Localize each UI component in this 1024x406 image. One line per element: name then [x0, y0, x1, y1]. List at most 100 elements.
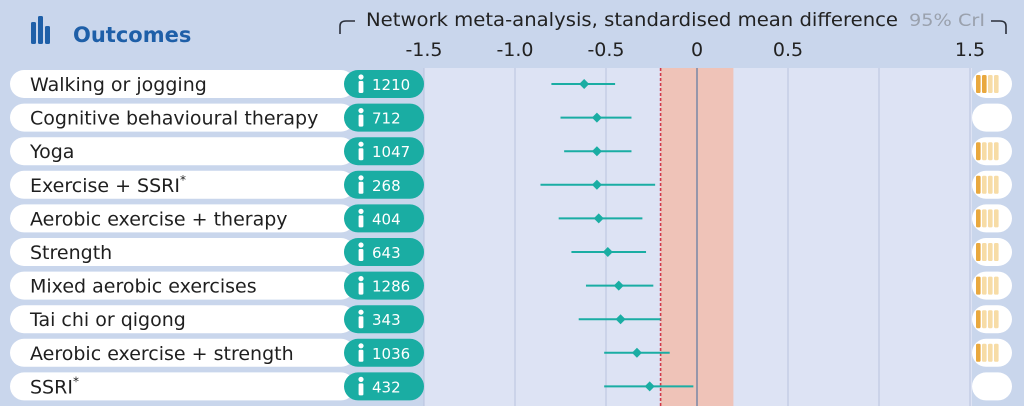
sample-size-badge: [344, 238, 424, 266]
certainty-bar: [982, 276, 987, 295]
sample-size-value: 1047: [372, 143, 410, 161]
person-icon: [358, 343, 364, 362]
certainty-bar: [988, 142, 993, 161]
sample-size-value: 1036: [372, 345, 410, 363]
outcome-row: Yoga 1047: [10, 137, 1012, 166]
x-tick-label: -0.5: [587, 39, 624, 61]
certainty-bar: [982, 75, 987, 93]
outcome-label-pill: [10, 103, 355, 132]
certainty-bar: [988, 75, 993, 93]
certainty-bar: [994, 209, 999, 228]
certainty-bar: [982, 142, 987, 161]
point-estimate-marker: [591, 179, 602, 190]
x-tick-label: -1.0: [496, 39, 533, 61]
certainty-bar: [994, 310, 999, 329]
sample-size-value: 343: [372, 311, 401, 329]
certainty-bars: [976, 310, 999, 329]
person-icon: [358, 276, 364, 295]
outcome-label: Exercise + SSRI*: [30, 173, 186, 197]
sample-size-badge: [344, 271, 424, 300]
outcome-label: Aerobic exercise + strength: [30, 343, 294, 365]
point-estimate-marker: [591, 146, 602, 157]
superscript-marker: *: [180, 173, 186, 187]
grid-lines: [423, 68, 971, 406]
certainty-bar: [988, 175, 993, 194]
outcome-label: Cognitive behavioural therapy: [30, 108, 318, 130]
outcome-label: Mixed aerobic exercises: [30, 276, 257, 298]
outcome-row: Strength 643: [10, 238, 1012, 266]
outcome-row: Exercise + SSRI* 268: [10, 170, 1012, 199]
certainty-bar: [982, 175, 987, 194]
point-estimate-marker: [631, 347, 642, 358]
point-estimate-marker: [591, 112, 602, 123]
x-tick-label: -1.5: [405, 39, 442, 61]
certainty-bar: [982, 310, 987, 329]
x-tick-label: 0: [691, 39, 703, 61]
sample-size-value: 1286: [372, 278, 410, 296]
axis-bracket-right: [991, 20, 1007, 34]
outcome-row: Walking or jogging 1210: [10, 70, 1012, 98]
sample-size-value: 1210: [372, 76, 410, 94]
outcomes-header: Outcomes: [31, 16, 191, 47]
ci-label: 95% CrI: [909, 11, 985, 31]
outcome-label-pill: [10, 70, 355, 98]
certainty-bar: [994, 276, 999, 295]
sample-size-badge: [344, 338, 424, 367]
certainty-bars: [976, 243, 999, 261]
sample-size-value: 404: [372, 210, 401, 228]
outcome-label: Yoga: [29, 141, 74, 163]
point-estimate-marker: [644, 381, 655, 392]
sample-size-badge: [344, 70, 424, 98]
certainty-bars: [976, 343, 999, 362]
certainty-pill: [972, 103, 1012, 132]
person-icon: [358, 74, 364, 93]
person-icon: [358, 208, 364, 228]
outcome-label: Strength: [30, 242, 112, 264]
outcome-label: Walking or jogging: [30, 74, 207, 96]
certainty-bar: [994, 142, 999, 161]
certainty-bar: [994, 343, 999, 362]
sample-size-value: 712: [372, 110, 401, 128]
person-icon: [358, 376, 364, 396]
point-estimate-marker: [613, 280, 624, 291]
outcome-label-pill: [10, 372, 355, 401]
outcome-label-pill: [10, 170, 355, 199]
outcome-label-pill: [10, 305, 355, 334]
outcome-label-pill: [10, 338, 355, 367]
certainty-bar: [988, 276, 993, 295]
certainty-bar: [976, 343, 981, 362]
certainty-bar: [988, 209, 993, 228]
certainty-bars: [976, 142, 999, 161]
certainty-bar: [982, 343, 987, 362]
certainty-bar: [976, 75, 981, 93]
sample-size-badge: [344, 305, 424, 334]
sample-size-value: 643: [372, 244, 401, 262]
certainty-bar: [988, 243, 993, 261]
x-tick-label: 1.5: [955, 39, 985, 61]
outcome-row: Mixed aerobic exercises 1286: [10, 271, 1012, 300]
person-icon: [358, 309, 364, 329]
point-estimate-marker: [593, 213, 604, 224]
outcome-label-pill: [10, 137, 355, 166]
certainty-bar: [976, 209, 981, 228]
person-icon: [358, 108, 364, 127]
outcome-label: Tai chi or qigong: [29, 309, 186, 331]
certainty-bar: [988, 310, 993, 329]
x-tick-labels: -1.5 -1.0 -0.5 0 0.5 1.5: [405, 39, 985, 61]
certainty-bars: [976, 175, 999, 194]
sample-size-value: 432: [372, 378, 401, 396]
certainty-bar: [982, 243, 987, 261]
certainty-bar: [988, 343, 993, 362]
sample-size-value: 268: [372, 177, 401, 195]
section-title: Outcomes: [73, 23, 191, 47]
outcome-label-pill: [10, 238, 355, 266]
certainty-bar: [976, 175, 981, 194]
sample-size-badge: [344, 372, 424, 401]
sample-size-badge: [344, 204, 424, 233]
person-icon: [358, 141, 364, 161]
sample-size-badge: [344, 103, 424, 132]
superscript-marker: *: [73, 374, 79, 388]
axis-title: Network meta-analysis, standardised mean…: [366, 9, 898, 31]
certainty-bar: [976, 142, 981, 161]
person-icon: [358, 242, 364, 261]
